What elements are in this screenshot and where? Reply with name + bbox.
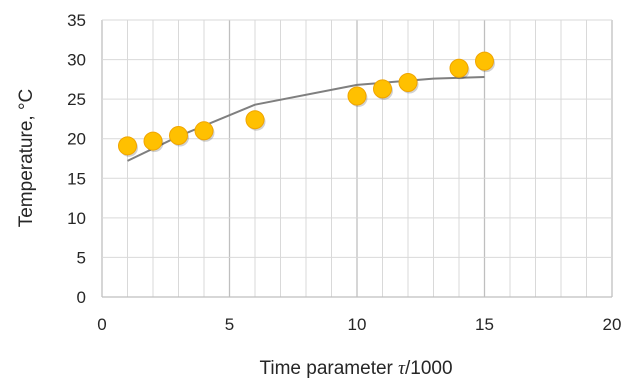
y-tick-label: 0 xyxy=(77,288,86,307)
x-tick-label: 20 xyxy=(603,315,622,334)
data-point xyxy=(169,126,188,146)
y-tick-label: 30 xyxy=(67,51,86,70)
trend-line xyxy=(127,76,485,162)
x-axis-title: Time parameter τ/1000 xyxy=(259,358,452,379)
y-axis-title: Temperature, °C xyxy=(16,89,37,228)
data-point xyxy=(143,131,163,151)
y-tick-label: 15 xyxy=(67,169,86,188)
x-tick-label: 5 xyxy=(225,315,234,334)
y-tick-label: 20 xyxy=(67,130,86,149)
data-point xyxy=(398,73,418,93)
y-tick-label: 5 xyxy=(77,248,86,267)
y-tick-label: 10 xyxy=(67,209,86,228)
data-points-layer xyxy=(118,51,495,157)
data-point xyxy=(449,58,469,78)
data-point xyxy=(118,136,137,156)
x-tick-label: 15 xyxy=(475,315,494,334)
y-tick-label: 25 xyxy=(67,90,86,109)
x-tick-label: 10 xyxy=(348,315,367,334)
x-tick-label: 0 xyxy=(97,315,106,334)
trend-line-layer xyxy=(127,76,485,162)
data-point xyxy=(347,86,367,106)
y-tick-labels: 0 5 10 15 20 25 30 35 xyxy=(67,11,86,307)
grid xyxy=(101,19,613,298)
data-point xyxy=(373,79,392,99)
data-point xyxy=(194,121,214,141)
y-tick-label: 35 xyxy=(67,11,86,30)
x-tick-labels: 0 5 10 15 20 xyxy=(97,315,621,334)
data-point xyxy=(245,110,265,130)
data-point xyxy=(475,51,494,71)
